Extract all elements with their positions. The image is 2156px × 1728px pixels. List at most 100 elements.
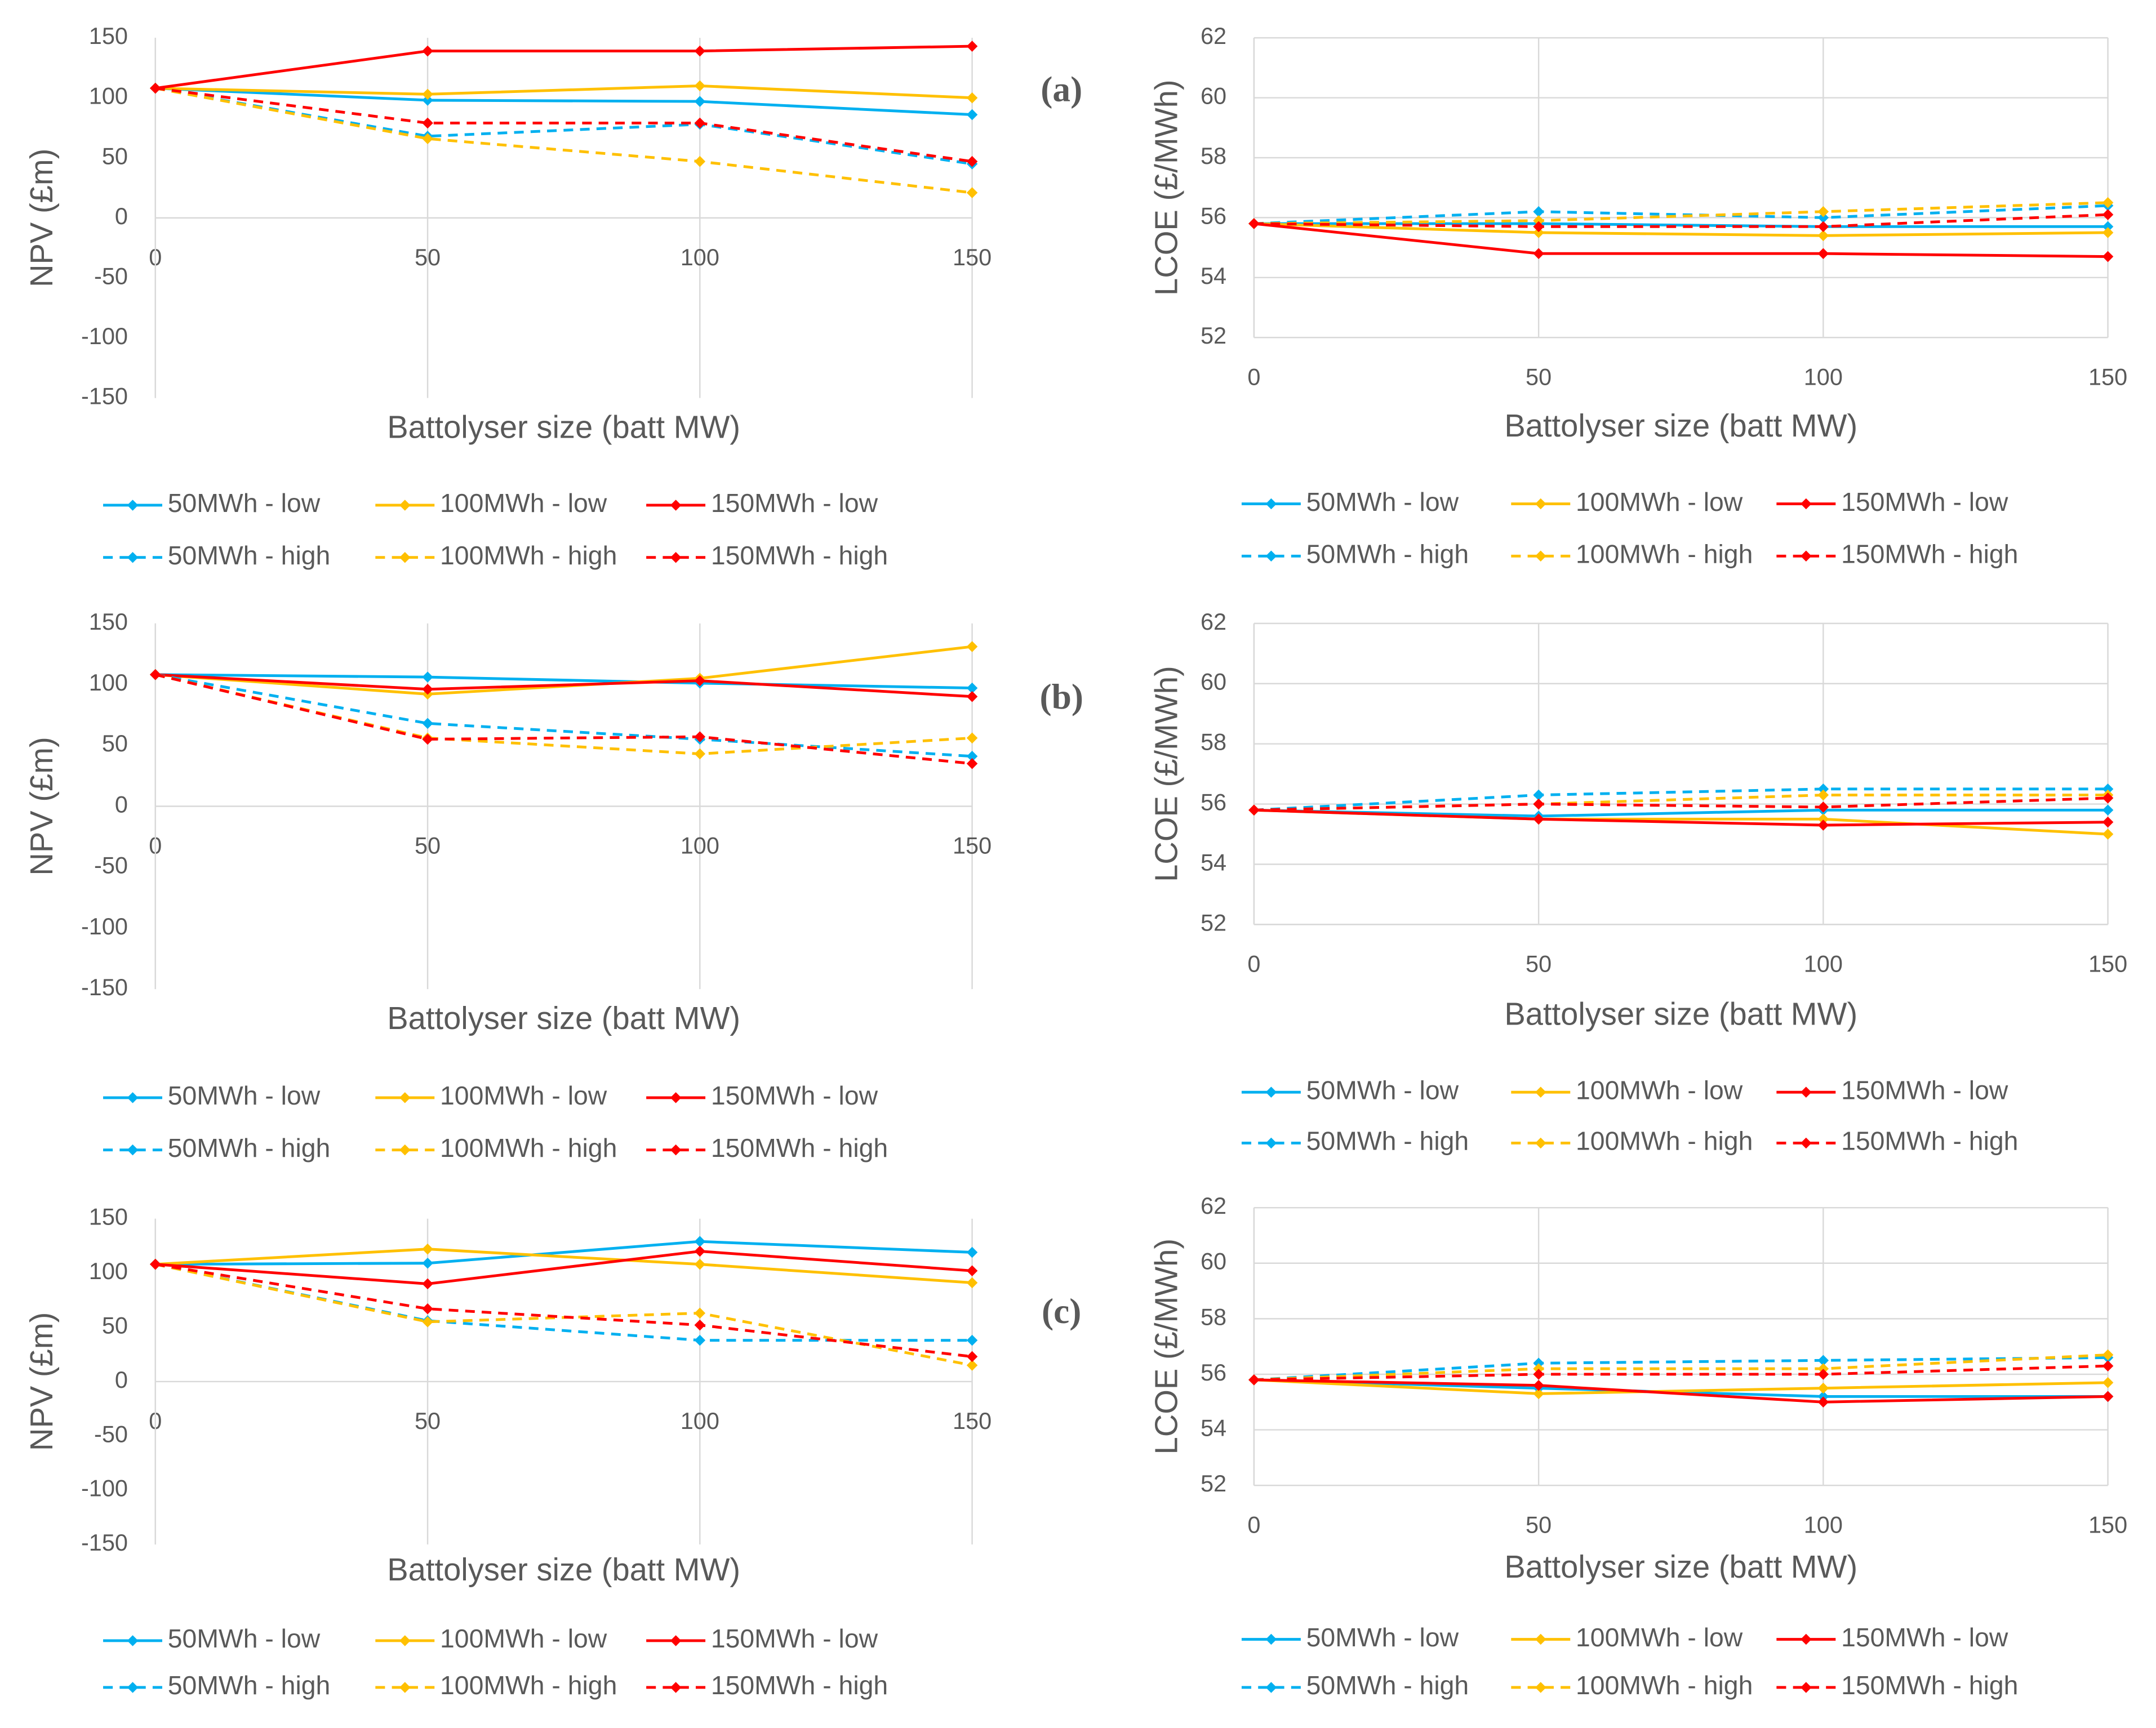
- legend-marker: [1801, 1137, 1812, 1149]
- marker: [422, 1303, 433, 1315]
- marker: [966, 109, 978, 121]
- marker: [1817, 206, 1829, 217]
- legend-label: 150MWh - low: [1841, 1075, 2008, 1105]
- legend-marker: [399, 1682, 411, 1693]
- legend-marker: [1801, 498, 1812, 510]
- y-tick-label: 58: [1201, 142, 1226, 169]
- marker: [2102, 1360, 2114, 1371]
- y-tick-label: 0: [115, 203, 128, 229]
- marker: [1533, 1388, 1544, 1400]
- series-line: [155, 1263, 973, 1367]
- series-line: [1253, 222, 2108, 228]
- series-line: [1253, 1378, 2108, 1395]
- legend-label: 150MWh - low: [711, 1081, 878, 1110]
- panel-label: (b): [1039, 676, 1083, 716]
- y-axis-label: NPV (£m): [24, 149, 59, 287]
- marker: [150, 1258, 161, 1270]
- legend-label: 100MWh - high: [1576, 1671, 1753, 1700]
- y-tick-label: 52: [1201, 1470, 1226, 1497]
- marker: [1533, 248, 1544, 259]
- y-tick-label: 56: [1201, 1359, 1226, 1386]
- legend-marker: [1265, 1633, 1277, 1645]
- x-tick-label: 150: [953, 1408, 992, 1434]
- x-axis-label: Battolyser size (batt MW): [387, 1552, 740, 1587]
- marker: [966, 1246, 978, 1258]
- series-line: [1253, 204, 2108, 225]
- series-line: [1253, 794, 2108, 812]
- legend-marker: [1265, 1137, 1277, 1149]
- y-tick-label: -50: [94, 262, 128, 289]
- series-line: [1253, 201, 2108, 225]
- y-tick-label: 0: [115, 1366, 128, 1393]
- series-line: [155, 87, 972, 194]
- marker: [694, 1258, 706, 1270]
- y-tick-label: 58: [1201, 729, 1226, 755]
- marker: [1248, 218, 1260, 229]
- marker: [1533, 206, 1544, 217]
- marker: [1817, 789, 1829, 801]
- marker: [2102, 251, 2114, 262]
- legend-label: 50MWh - low: [168, 488, 321, 518]
- series-line: [155, 44, 972, 90]
- legend-label: 50MWh - low: [168, 1624, 321, 1653]
- marker: [694, 1307, 706, 1319]
- legend-marker: [670, 551, 682, 563]
- marker: [1817, 230, 1829, 242]
- x-axis-label: Battolyser size (batt MW): [1504, 996, 1857, 1032]
- marker: [1533, 227, 1544, 238]
- legend-marker: [670, 1635, 682, 1646]
- marker: [966, 1334, 978, 1346]
- legend-marker: [1535, 498, 1546, 510]
- marker: [966, 732, 978, 744]
- y-tick-label: -100: [81, 1475, 128, 1502]
- legend-marker: [127, 551, 139, 563]
- marker: [694, 1236, 706, 1247]
- marker: [2102, 221, 2114, 233]
- x-tick-label: 100: [681, 1408, 719, 1434]
- legend-label: 100MWh - low: [1576, 1075, 1743, 1105]
- marker: [422, 1243, 433, 1255]
- x-tick-label: 50: [1526, 1511, 1552, 1538]
- marker: [1533, 789, 1544, 801]
- marker: [1533, 798, 1544, 810]
- x-tick-label: 50: [415, 1408, 441, 1434]
- marker: [1817, 212, 1829, 224]
- marker: [966, 641, 978, 652]
- marker: [2102, 1377, 2114, 1388]
- series-line: [155, 1250, 972, 1285]
- legend-marker: [1535, 1682, 1546, 1693]
- marker: [422, 1278, 433, 1290]
- x-tick-label: 150: [2088, 1511, 2127, 1538]
- y-tick-label: -50: [94, 852, 128, 879]
- marker: [694, 1245, 706, 1257]
- marker: [2102, 197, 2114, 208]
- y-axis-label: LCOE (£/MWh): [1148, 666, 1184, 882]
- marker: [1248, 1374, 1260, 1386]
- marker: [966, 1277, 978, 1289]
- legend-marker: [670, 500, 682, 511]
- y-axis-label: NPV (£m): [24, 737, 59, 875]
- legend-marker: [1535, 1086, 1546, 1098]
- marker: [1533, 1369, 1544, 1380]
- marker: [2102, 804, 2114, 816]
- y-tick-label: 0: [115, 791, 128, 817]
- y-tick-label: 60: [1201, 1248, 1226, 1275]
- y-tick-label: 150: [89, 608, 128, 635]
- marker: [966, 92, 978, 104]
- series-line: [155, 1263, 972, 1358]
- series-line: [1253, 808, 2108, 827]
- legend-marker: [1265, 1086, 1277, 1098]
- marker: [422, 117, 433, 129]
- legend-marker: [670, 1682, 682, 1693]
- marker: [966, 41, 978, 52]
- marker: [150, 669, 161, 680]
- marker: [422, 671, 433, 683]
- y-tick-label: 50: [102, 730, 128, 756]
- marker: [966, 155, 978, 167]
- marker: [694, 96, 706, 107]
- marker: [1817, 820, 1829, 831]
